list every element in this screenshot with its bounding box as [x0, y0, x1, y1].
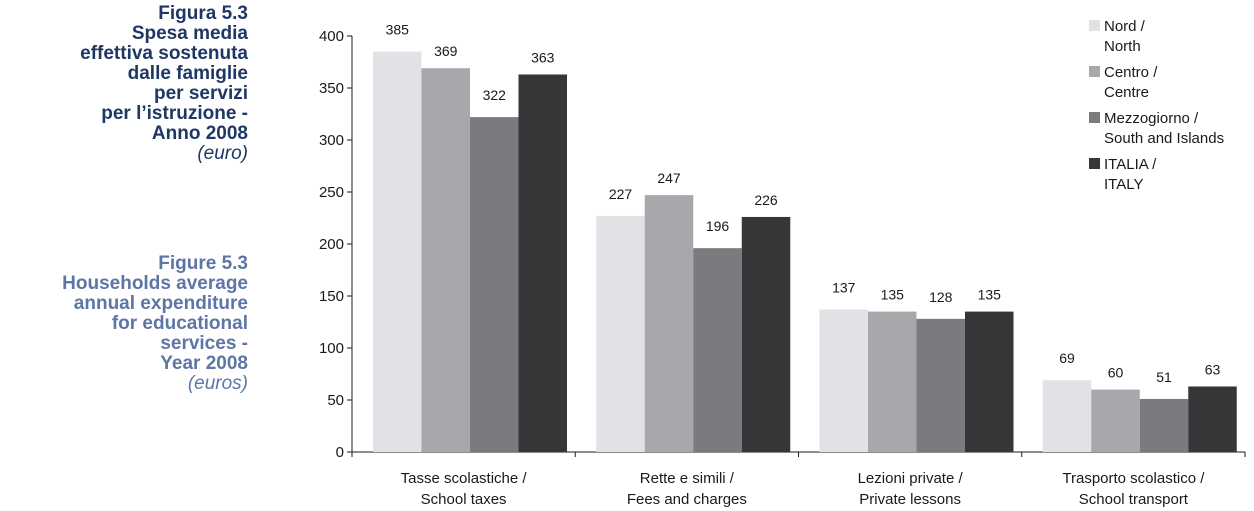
- legend-swatch: [1089, 112, 1100, 123]
- bar: [693, 248, 742, 452]
- caption-line: Anno 2008: [151, 123, 248, 144]
- legend-label: North: [1104, 38, 1141, 55]
- legend-swatch: [1089, 66, 1100, 77]
- y-tick-label: 150: [319, 288, 344, 305]
- bar: [373, 51, 422, 452]
- data-label: 60: [1108, 365, 1124, 381]
- data-label: 69: [1059, 350, 1075, 366]
- data-label: 137: [832, 280, 856, 296]
- caption-line: Figure 5.3: [158, 253, 248, 274]
- x-tick-label: School taxes: [421, 491, 507, 508]
- x-tick-label: Tasse scolastiche /: [401, 470, 528, 487]
- legend-label: ITALY: [1104, 176, 1143, 193]
- y-tick-label: 50: [327, 392, 344, 409]
- x-tick-label: School transport: [1079, 491, 1189, 508]
- caption-line: Year 2008: [160, 353, 248, 374]
- data-label: 227: [609, 186, 633, 202]
- bar: [1139, 398, 1189, 452]
- bar: [596, 215, 645, 452]
- y-tick-label: 250: [319, 184, 344, 201]
- bar: [1042, 380, 1092, 452]
- data-label: 369: [434, 43, 458, 59]
- caption-line: Households average: [62, 273, 248, 294]
- bar: [1188, 386, 1237, 452]
- legend-label: Centre: [1104, 84, 1149, 101]
- caption-unit: (euro): [197, 143, 248, 164]
- caption-line: for educational: [111, 313, 248, 334]
- data-label: 135: [978, 287, 1002, 303]
- y-tick-label: 200: [319, 236, 344, 253]
- bar: [421, 68, 470, 453]
- bar: [470, 117, 519, 453]
- bar: [518, 74, 567, 452]
- data-label: 363: [531, 49, 555, 65]
- y-tick-label: 400: [319, 28, 344, 45]
- data-label: 322: [483, 87, 507, 103]
- data-label: 51: [1156, 369, 1172, 385]
- caption-line: Spesa media: [131, 23, 248, 44]
- legend-label: South and Islands: [1104, 130, 1224, 147]
- x-tick-label: Trasporto scolastico /: [1062, 470, 1205, 487]
- legend-label: Mezzogiorno /: [1104, 110, 1199, 127]
- legend-label: ITALIA /: [1104, 156, 1157, 173]
- caption-line: per l’istruzione -: [101, 103, 248, 124]
- x-tick-label: Rette e simili /: [640, 470, 735, 487]
- legend-label: Centro /: [1104, 64, 1158, 81]
- data-label: 226: [754, 192, 778, 208]
- data-label: 385: [386, 22, 410, 38]
- x-tick-label: Lezioni private /: [858, 470, 964, 487]
- bar: [741, 216, 791, 452]
- caption-line: services -: [160, 333, 248, 354]
- bar: [819, 309, 868, 452]
- y-tick-label: 300: [319, 132, 344, 149]
- caption-line: per servizi: [154, 83, 248, 104]
- caption-line: annual expenditure: [73, 293, 248, 314]
- legend-swatch: [1089, 158, 1100, 169]
- y-tick-label: 100: [319, 340, 344, 357]
- caption-line: effettiva sostenuta: [80, 43, 248, 64]
- x-tick-label: Fees and charges: [627, 491, 747, 508]
- data-label: 63: [1205, 361, 1221, 377]
- caption-italian: Figura 5.3 Spesa media effettiva sostenu…: [0, 4, 248, 164]
- x-tick-label: Private lessons: [859, 491, 961, 508]
- bar: [916, 318, 965, 452]
- legend-swatch: [1089, 20, 1100, 31]
- legend-label: Nord /: [1104, 18, 1146, 35]
- caption-unit: (euros): [187, 373, 248, 394]
- bar: [868, 311, 917, 452]
- y-tick-label: 350: [319, 80, 344, 97]
- y-tick-label: 0: [336, 444, 344, 461]
- data-label: 196: [706, 218, 730, 234]
- data-label: 135: [881, 287, 905, 303]
- bar: [644, 195, 694, 452]
- caption-english: Figure 5.3 Households average annual exp…: [0, 254, 248, 394]
- bar: [1091, 389, 1140, 452]
- data-label: 247: [657, 170, 681, 186]
- caption-line: dalle famiglie: [127, 63, 248, 84]
- data-label: 128: [929, 289, 953, 305]
- caption-line: Figura 5.3: [158, 3, 248, 24]
- bar: [965, 311, 1014, 452]
